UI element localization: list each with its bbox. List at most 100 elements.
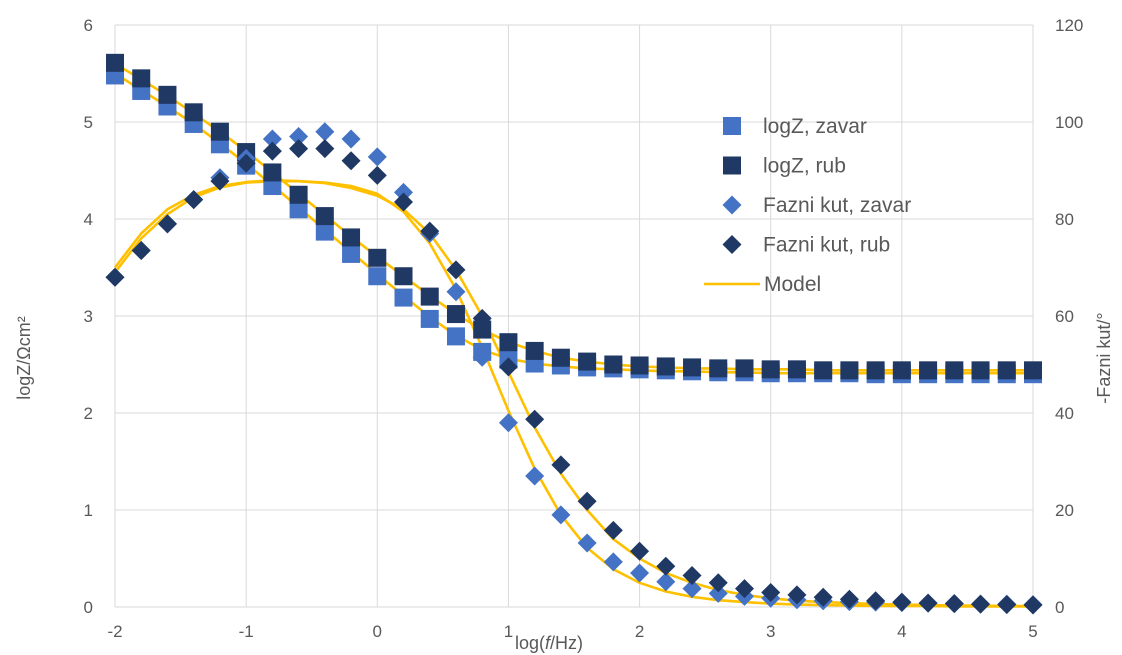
y2-tick-label: 20 xyxy=(1055,501,1074,520)
data-point xyxy=(132,69,151,88)
data-point xyxy=(735,359,754,378)
data-point xyxy=(525,341,544,360)
data-point xyxy=(499,333,518,352)
data-point xyxy=(892,592,912,612)
legend-label: logZ, rub xyxy=(763,155,846,178)
data-point xyxy=(446,260,466,280)
data-point xyxy=(997,595,1017,615)
data-point xyxy=(315,207,334,226)
y2-tick-label: 40 xyxy=(1055,404,1074,423)
y2-tick-label: 80 xyxy=(1055,210,1074,229)
data-point xyxy=(630,541,650,561)
data-point xyxy=(577,491,597,511)
data-point xyxy=(472,308,492,328)
data-point xyxy=(394,267,413,286)
data-point xyxy=(866,361,885,380)
data-point xyxy=(787,585,807,605)
data-point xyxy=(105,267,125,287)
data-point xyxy=(708,583,728,603)
data-point xyxy=(184,103,203,122)
data-point xyxy=(944,594,964,614)
data-point xyxy=(158,85,177,104)
data-point xyxy=(131,241,151,261)
data-point xyxy=(1023,595,1043,615)
x-tick-label: -2 xyxy=(107,622,122,641)
legend-item: logZ, zavar xyxy=(723,115,867,138)
data-point xyxy=(971,361,990,380)
legend-swatch xyxy=(722,195,742,215)
data-point xyxy=(578,352,597,371)
data-point xyxy=(315,139,335,159)
data-point xyxy=(604,355,623,374)
data-point xyxy=(656,357,675,376)
y-tick-label: 6 xyxy=(84,16,93,35)
data-point xyxy=(446,305,465,324)
data-point xyxy=(210,171,230,191)
data-point xyxy=(420,287,439,306)
data-point xyxy=(472,347,492,367)
data-point xyxy=(708,573,728,593)
data-point xyxy=(420,221,440,241)
data-point xyxy=(603,552,623,572)
data-point xyxy=(367,147,387,167)
data-point xyxy=(446,327,465,346)
data-point xyxy=(630,563,650,583)
data-point xyxy=(342,228,361,247)
x-tick-label: 4 xyxy=(897,622,906,641)
data-point xyxy=(787,360,806,379)
data-point xyxy=(368,248,387,267)
data-point xyxy=(551,505,571,525)
legend-item: logZ, rub xyxy=(723,155,846,178)
data-point xyxy=(709,359,728,378)
legend-item: Model xyxy=(704,273,821,296)
data-point xyxy=(394,182,414,202)
y2-tick-label: 120 xyxy=(1055,16,1083,35)
data-point xyxy=(814,361,833,380)
data-point xyxy=(971,594,991,614)
y-tick-label: 2 xyxy=(84,404,93,423)
data-point xyxy=(525,409,545,429)
data-point xyxy=(734,579,754,599)
data-point xyxy=(866,591,886,611)
data-point xyxy=(262,129,282,149)
data-point xyxy=(498,357,518,377)
model-curve xyxy=(114,62,1033,372)
data-point xyxy=(473,320,492,339)
data-point xyxy=(919,361,938,380)
data-point xyxy=(761,360,780,379)
y2-tick-label: 0 xyxy=(1055,598,1064,617)
legend-label: Fazni kut, zavar xyxy=(763,194,911,217)
y-tick-label: 1 xyxy=(84,501,93,520)
x-tick-label: 2 xyxy=(635,622,644,641)
data-point xyxy=(918,593,938,613)
data-point xyxy=(263,177,282,196)
data-point xyxy=(210,122,229,141)
data-point xyxy=(342,244,361,263)
data-point xyxy=(446,282,466,302)
y-axis-title: logZ/Ωcm² xyxy=(14,316,34,399)
y-axis-right: 0 20 40 60 80 100 120 xyxy=(1055,16,1083,617)
data-point xyxy=(315,122,335,142)
y2-tick-label: 100 xyxy=(1055,113,1083,132)
x-tick-label: 0 xyxy=(373,622,382,641)
series-logz-rub xyxy=(106,53,1042,380)
data-point xyxy=(997,361,1016,380)
data-point xyxy=(656,572,676,592)
legend-swatch xyxy=(722,235,742,254)
legend-label: Model xyxy=(764,273,821,296)
data-point xyxy=(394,288,413,307)
data-point xyxy=(682,579,702,599)
data-markers xyxy=(105,53,1043,615)
y2-tick-label: 60 xyxy=(1055,307,1074,326)
legend-item: Fazni kut, rub xyxy=(722,234,890,257)
legend-label: logZ, zavar xyxy=(763,115,867,138)
data-point xyxy=(603,520,623,540)
x-axis: -2 -1 0 1 2 3 4 5 xyxy=(107,622,1037,641)
data-point xyxy=(1024,361,1042,380)
data-point xyxy=(577,533,597,553)
x-tick-label: 5 xyxy=(1028,622,1037,641)
data-point xyxy=(368,267,387,286)
legend-swatch xyxy=(723,156,741,175)
data-point xyxy=(184,190,204,210)
